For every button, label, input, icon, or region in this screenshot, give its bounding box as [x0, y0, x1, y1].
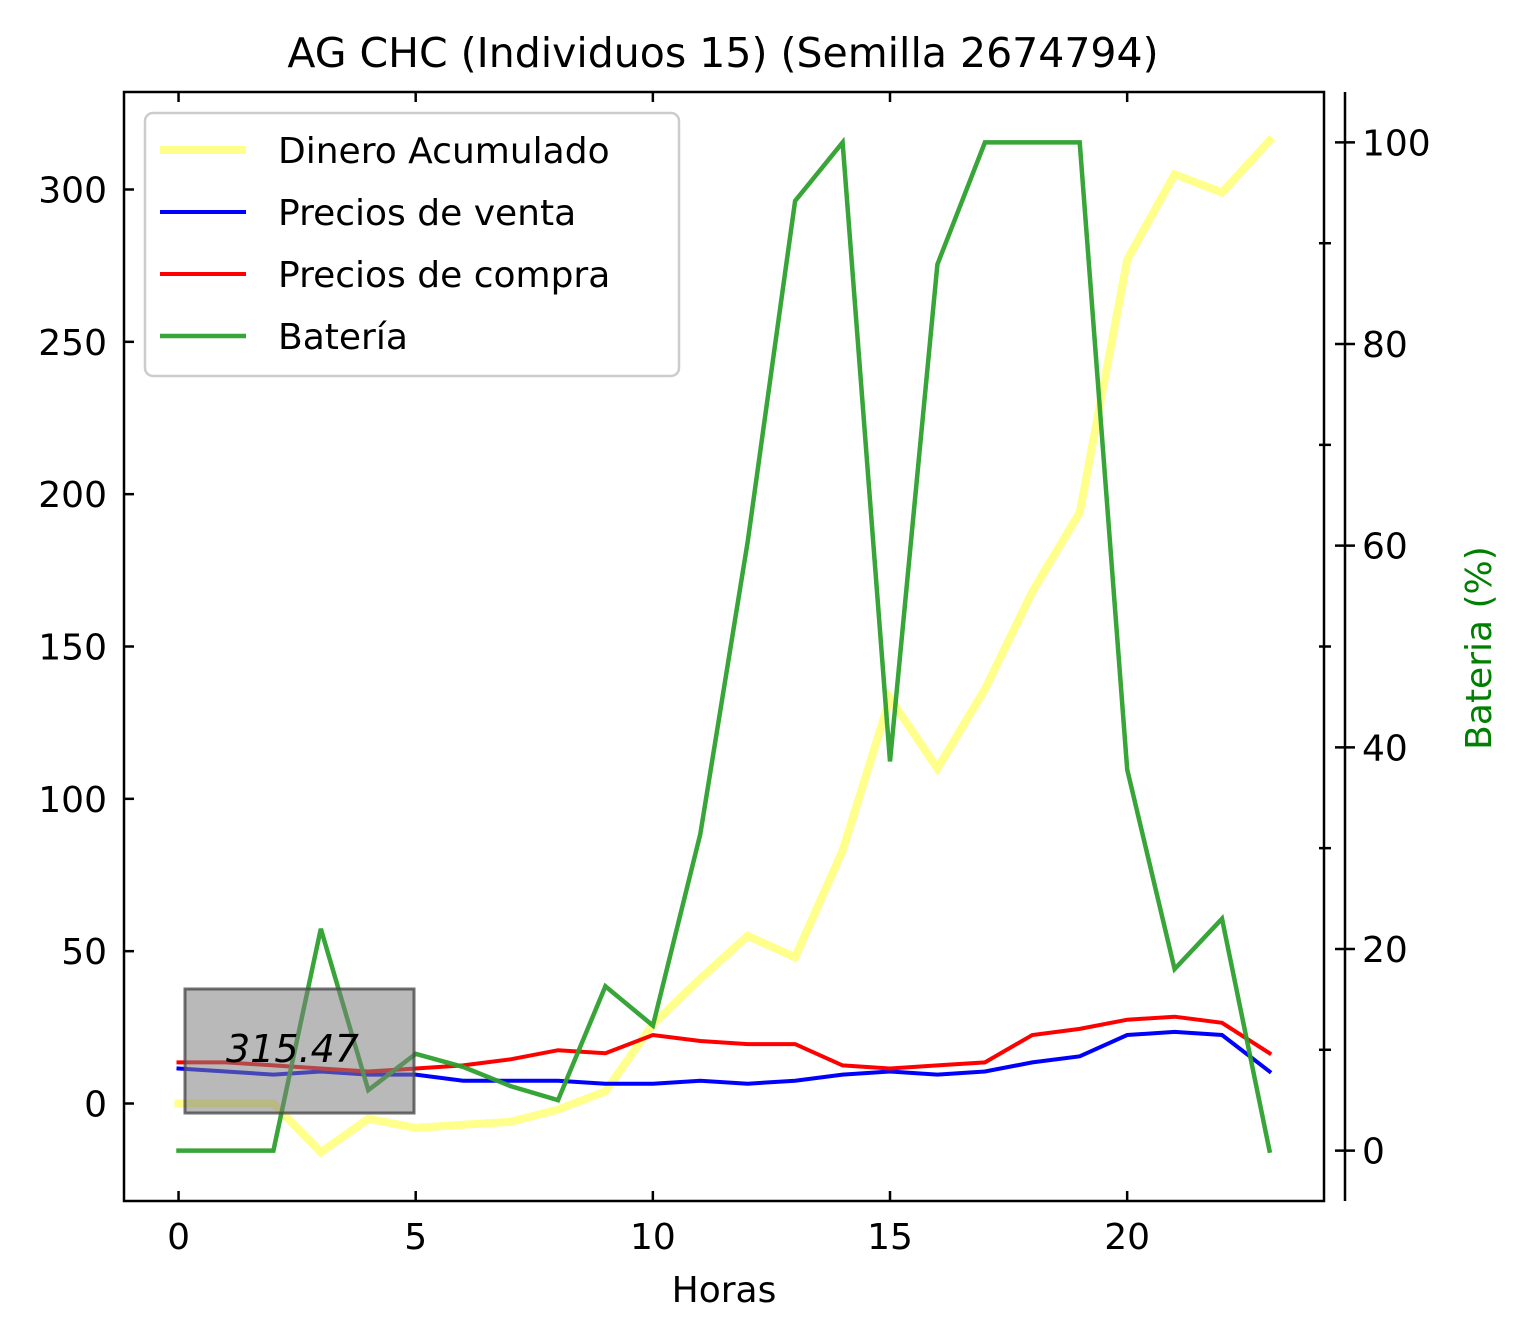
x-tick-label-4: 20	[1104, 1217, 1150, 1258]
annotation-text: 315.47	[226, 1027, 359, 1071]
y2-tick-label-0: 0	[1362, 1132, 1385, 1173]
y-tick-label-0: 0	[84, 1085, 107, 1126]
y-axis-left: 0 50 100 150 200 250 300	[38, 170, 134, 1126]
annotation-box-rect	[183, 987, 416, 1115]
y2-tick-label-1: 20	[1362, 930, 1408, 971]
y-tick-label-5: 250	[38, 323, 107, 364]
series-line-0	[174, 135, 1276, 1158]
y2-tick-label-3: 60	[1362, 527, 1408, 568]
annotation-box: 315.47	[183, 987, 416, 1115]
x-axis-label: Horas	[672, 1270, 777, 1311]
y-axis-right: 0 20 40 60 80 100	[1319, 123, 1431, 1173]
legend: Dinero Acumulado Precios de venta Precios …	[143, 111, 681, 378]
legend-label-3: Batería	[278, 317, 408, 358]
y-tick-label-1: 50	[61, 932, 107, 973]
x-tick-label-1: 5	[404, 1217, 427, 1258]
y2-tick-label-4: 80	[1362, 325, 1408, 366]
legend-label-0: Dinero Acumulado	[278, 131, 610, 172]
legend-frame	[143, 111, 681, 378]
y-tick-label-4: 200	[38, 475, 107, 516]
y-tick-label-3: 150	[38, 628, 107, 669]
y-tick-label-2: 100	[38, 780, 107, 821]
x-tick-label-3: 15	[867, 1217, 913, 1258]
y-tick-label-6: 300	[38, 170, 107, 211]
y2-tick-label-5: 100	[1362, 123, 1431, 164]
x-axis: 0 5 10 15 20	[167, 92, 1150, 1258]
chart-title: AG CHC (Individuos 15) (Semilla 2674794)	[287, 29, 1158, 77]
y-axis-right-label: Bateria (%)	[1459, 546, 1500, 750]
x-tick-label-2: 10	[630, 1217, 676, 1258]
legend-label-2: Precios de compra	[278, 255, 610, 296]
x-tick-label-0: 0	[167, 1217, 190, 1258]
legend-entries: Dinero Acumulado Precios de venta Precios …	[160, 131, 610, 358]
legend-label-1: Precios de venta	[278, 193, 576, 234]
y2-tick-label-2: 40	[1362, 728, 1408, 769]
